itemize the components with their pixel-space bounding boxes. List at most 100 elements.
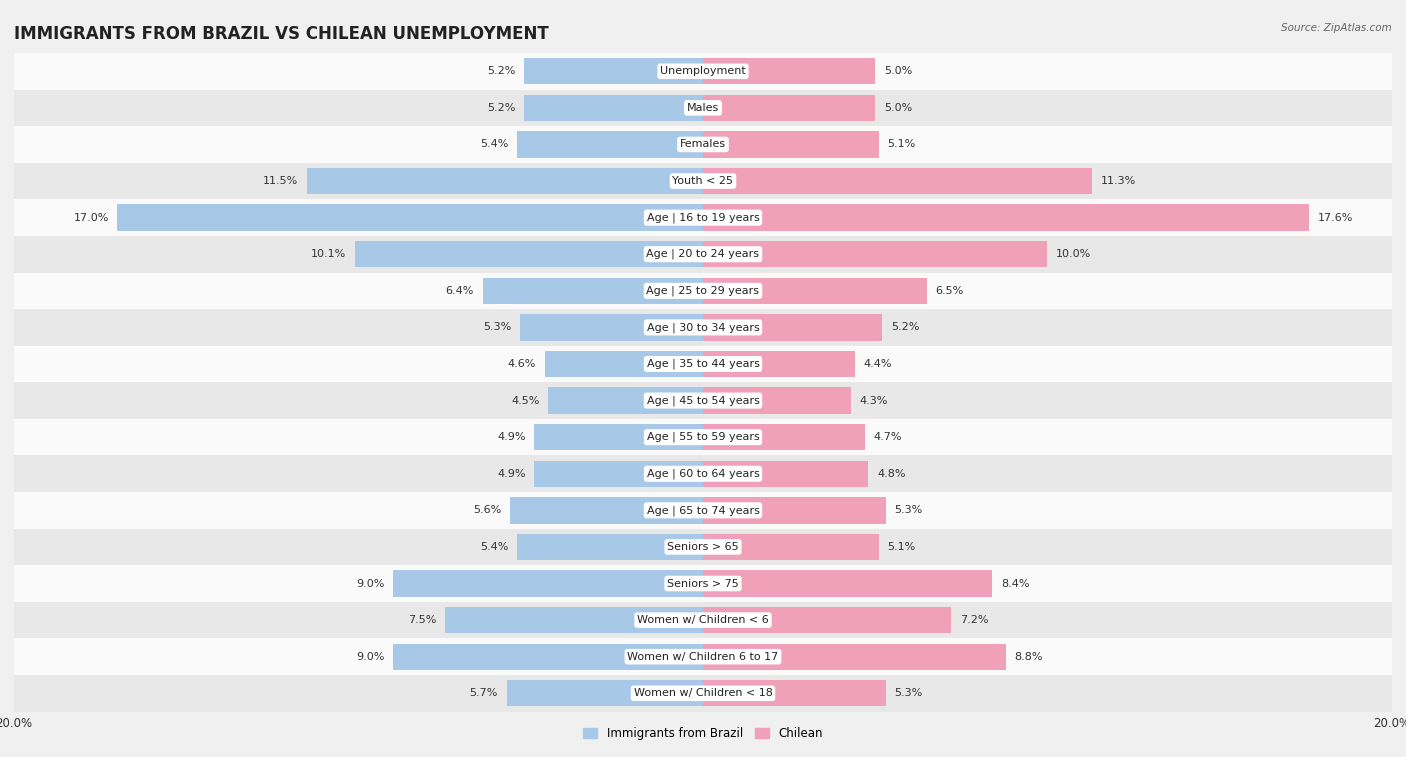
Text: 6.4%: 6.4%	[446, 286, 474, 296]
Bar	[506, 680, 703, 706]
Bar	[703, 424, 865, 450]
Text: 5.3%: 5.3%	[894, 506, 922, 516]
Bar	[14, 382, 1392, 419]
Text: Males: Males	[688, 103, 718, 113]
Bar	[14, 89, 1392, 126]
Text: 4.6%: 4.6%	[508, 359, 536, 369]
Bar	[703, 95, 875, 121]
Text: Age | 20 to 24 years: Age | 20 to 24 years	[647, 249, 759, 260]
Text: 4.8%: 4.8%	[877, 469, 905, 478]
Bar	[703, 534, 879, 560]
Text: Age | 35 to 44 years: Age | 35 to 44 years	[647, 359, 759, 369]
Bar	[524, 58, 703, 85]
Text: 8.4%: 8.4%	[1001, 578, 1029, 588]
Bar	[703, 607, 950, 634]
Text: Age | 65 to 74 years: Age | 65 to 74 years	[647, 505, 759, 516]
Text: Youth < 25: Youth < 25	[672, 176, 734, 186]
Bar	[703, 278, 927, 304]
Text: 11.3%: 11.3%	[1101, 176, 1136, 186]
Bar	[14, 163, 1392, 199]
Text: 11.5%: 11.5%	[263, 176, 298, 186]
Text: 4.7%: 4.7%	[873, 432, 903, 442]
Bar	[14, 528, 1392, 565]
Bar	[14, 309, 1392, 346]
Bar	[14, 236, 1392, 273]
Bar	[703, 497, 886, 524]
Text: Seniors > 75: Seniors > 75	[666, 578, 740, 588]
Bar	[482, 278, 703, 304]
Bar	[14, 456, 1392, 492]
Bar	[392, 570, 703, 597]
Bar	[356, 241, 703, 267]
Text: IMMIGRANTS FROM BRAZIL VS CHILEAN UNEMPLOYMENT: IMMIGRANTS FROM BRAZIL VS CHILEAN UNEMPL…	[14, 25, 548, 43]
Text: 4.4%: 4.4%	[863, 359, 891, 369]
Text: 6.5%: 6.5%	[935, 286, 963, 296]
Bar	[548, 388, 703, 414]
Bar	[703, 168, 1092, 195]
Text: 7.5%: 7.5%	[408, 615, 436, 625]
Text: 5.2%: 5.2%	[486, 67, 515, 76]
Text: Age | 55 to 59 years: Age | 55 to 59 years	[647, 432, 759, 442]
Text: Women w/ Children < 6: Women w/ Children < 6	[637, 615, 769, 625]
Bar	[307, 168, 703, 195]
Text: 10.0%: 10.0%	[1056, 249, 1091, 259]
Text: 5.0%: 5.0%	[884, 103, 912, 113]
Text: Age | 16 to 19 years: Age | 16 to 19 years	[647, 213, 759, 223]
Bar	[14, 492, 1392, 528]
Bar	[14, 273, 1392, 309]
Bar	[703, 204, 1309, 231]
Text: Age | 60 to 64 years: Age | 60 to 64 years	[647, 469, 759, 479]
Text: Source: ZipAtlas.com: Source: ZipAtlas.com	[1281, 23, 1392, 33]
Bar	[392, 643, 703, 670]
Text: 5.0%: 5.0%	[884, 67, 912, 76]
Bar	[703, 131, 879, 157]
Text: 5.7%: 5.7%	[470, 688, 498, 698]
Legend: Immigrants from Brazil, Chilean: Immigrants from Brazil, Chilean	[578, 723, 828, 745]
Bar	[703, 460, 869, 487]
Text: 4.9%: 4.9%	[498, 432, 526, 442]
Bar	[520, 314, 703, 341]
Text: 9.0%: 9.0%	[356, 652, 384, 662]
Bar	[534, 424, 703, 450]
Text: Women w/ Children < 18: Women w/ Children < 18	[634, 688, 772, 698]
Bar	[14, 565, 1392, 602]
Text: 5.1%: 5.1%	[887, 139, 915, 149]
Bar	[14, 602, 1392, 638]
Text: Women w/ Children 6 to 17: Women w/ Children 6 to 17	[627, 652, 779, 662]
Text: 5.4%: 5.4%	[479, 139, 509, 149]
Text: 17.0%: 17.0%	[73, 213, 108, 223]
Text: 10.1%: 10.1%	[311, 249, 346, 259]
Bar	[14, 126, 1392, 163]
Text: Unemployment: Unemployment	[661, 67, 745, 76]
Bar	[703, 314, 882, 341]
Bar	[510, 497, 703, 524]
Text: 7.2%: 7.2%	[960, 615, 988, 625]
Text: Age | 45 to 54 years: Age | 45 to 54 years	[647, 395, 759, 406]
Bar	[544, 350, 703, 377]
Bar	[517, 534, 703, 560]
Text: 5.2%: 5.2%	[486, 103, 515, 113]
Text: 5.1%: 5.1%	[887, 542, 915, 552]
Text: 8.8%: 8.8%	[1015, 652, 1043, 662]
Text: Age | 30 to 34 years: Age | 30 to 34 years	[647, 322, 759, 332]
Bar	[444, 607, 703, 634]
Text: 5.4%: 5.4%	[479, 542, 509, 552]
Text: 5.3%: 5.3%	[484, 322, 512, 332]
Bar	[14, 346, 1392, 382]
Bar	[14, 199, 1392, 236]
Bar	[534, 460, 703, 487]
Text: 4.5%: 4.5%	[510, 396, 540, 406]
Text: 17.6%: 17.6%	[1317, 213, 1353, 223]
Text: Seniors > 65: Seniors > 65	[668, 542, 738, 552]
Bar	[703, 680, 886, 706]
Bar	[14, 53, 1392, 89]
Text: Age | 25 to 29 years: Age | 25 to 29 years	[647, 285, 759, 296]
Bar	[703, 643, 1007, 670]
Bar	[703, 570, 993, 597]
Bar	[14, 675, 1392, 712]
Bar	[703, 388, 851, 414]
Bar	[14, 419, 1392, 456]
Text: 5.3%: 5.3%	[894, 688, 922, 698]
Text: Females: Females	[681, 139, 725, 149]
Bar	[703, 241, 1047, 267]
